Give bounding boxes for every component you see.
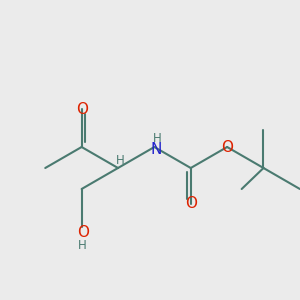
Text: N: N — [151, 142, 162, 157]
Text: O: O — [185, 196, 197, 211]
Text: O: O — [76, 225, 88, 240]
Text: H: H — [78, 239, 87, 252]
Text: O: O — [76, 102, 88, 117]
Text: H: H — [153, 133, 162, 146]
Text: O: O — [221, 140, 233, 154]
Text: H: H — [116, 154, 124, 166]
